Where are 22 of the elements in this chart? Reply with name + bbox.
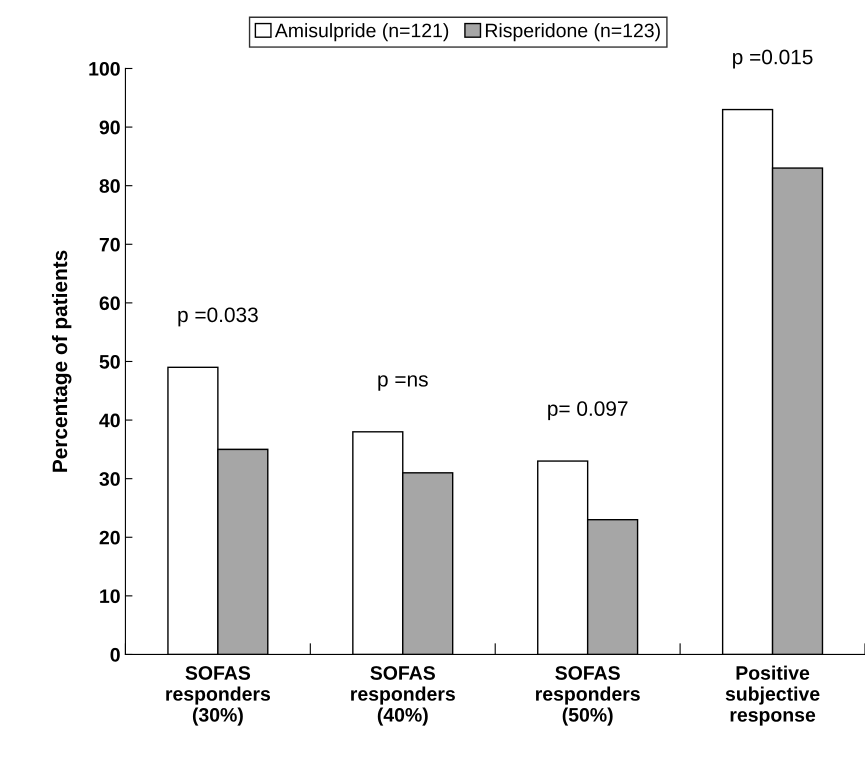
y-axis-title: Percentage of patients	[52, 250, 72, 472]
annotation: p= 0.097	[548, 401, 628, 420]
annotation: p =0.033	[178, 307, 258, 326]
y-tick-label: 80	[100, 179, 120, 193]
y-tick-label: 0	[110, 648, 120, 662]
y-tick-label: 60	[100, 296, 120, 310]
annotation: p =0.015	[733, 50, 813, 68]
y-tick-label: 20	[100, 530, 120, 545]
y-tick-label: 30	[99, 472, 120, 486]
x-tick-label: SOFAS responders (50%)	[536, 666, 640, 726]
legend-label: Amisulpride (n=121)	[274, 23, 448, 42]
annotation: p =ns	[378, 375, 428, 391]
y-tick-label: 100	[89, 62, 120, 76]
y-tick-label: 50	[100, 354, 120, 369]
y-tick-label: 10	[100, 589, 120, 604]
y-tick-label: 70	[100, 238, 120, 252]
x-tick-label: SOFAS responders (40%)	[351, 666, 455, 726]
y-tick-label: 90	[100, 120, 120, 134]
legend-label: Risperidone (n=123)	[486, 23, 660, 42]
y-tick-label: 40	[99, 414, 120, 428]
x-tick-label: SOFAS responders (30%)	[166, 666, 270, 726]
x-tick-label: Positive subjective response	[726, 666, 820, 726]
